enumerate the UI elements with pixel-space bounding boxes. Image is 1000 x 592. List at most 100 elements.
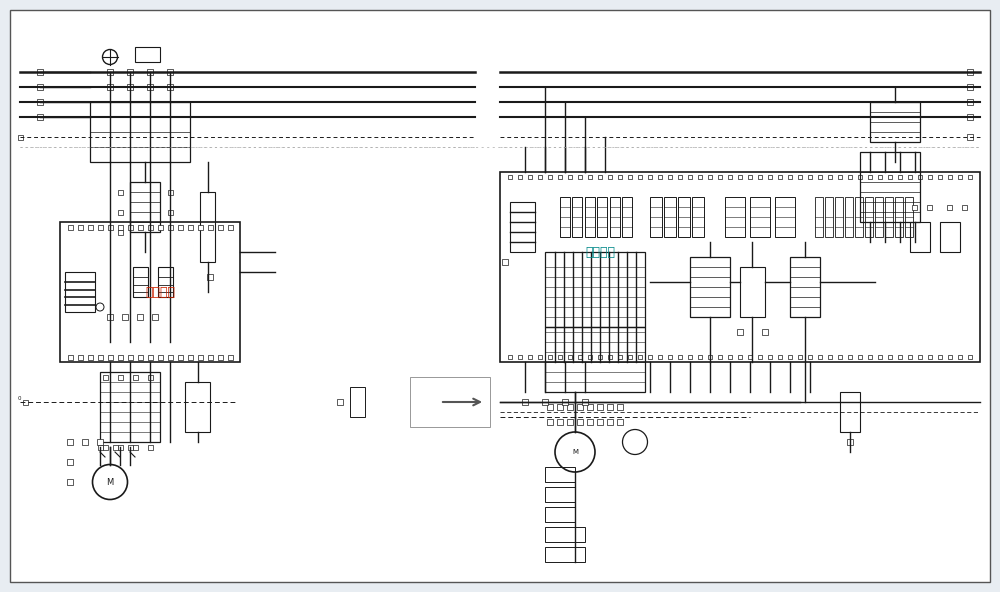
Bar — [158, 224, 163, 230]
Bar — [82, 439, 88, 445]
Bar — [23, 400, 28, 404]
Bar — [500, 172, 980, 362]
Bar — [668, 355, 672, 359]
Bar — [588, 175, 592, 179]
Bar — [738, 355, 742, 359]
Bar — [568, 175, 572, 179]
Bar — [108, 224, 113, 230]
Bar — [668, 175, 672, 179]
Bar — [558, 175, 562, 179]
Bar — [178, 355, 183, 359]
Bar — [967, 84, 973, 90]
Bar — [147, 84, 153, 90]
Bar — [798, 175, 802, 179]
Bar — [618, 175, 622, 179]
Text: M: M — [106, 478, 114, 487]
Bar — [135, 47, 160, 62]
Bar — [778, 355, 782, 359]
Bar — [967, 114, 973, 120]
Bar — [568, 355, 572, 359]
Bar — [938, 175, 942, 179]
Bar — [868, 355, 872, 359]
Bar — [698, 175, 702, 179]
Bar — [778, 175, 782, 179]
Bar — [938, 355, 942, 359]
Bar — [607, 419, 613, 425]
Bar — [502, 259, 508, 265]
Bar — [845, 197, 853, 237]
Bar — [775, 197, 795, 237]
Bar — [597, 197, 607, 237]
Bar — [148, 375, 153, 379]
Bar — [908, 355, 912, 359]
Bar — [557, 419, 563, 425]
Bar — [578, 355, 582, 359]
Bar — [608, 175, 612, 179]
Bar — [848, 355, 852, 359]
Bar — [948, 355, 952, 359]
Bar — [847, 439, 853, 445]
Bar — [688, 355, 692, 359]
Bar — [542, 399, 548, 405]
Bar — [228, 224, 233, 230]
Bar — [808, 175, 812, 179]
Bar — [758, 175, 762, 179]
Bar — [718, 355, 722, 359]
Bar — [208, 224, 213, 230]
Bar — [870, 102, 920, 142]
Bar — [828, 355, 832, 359]
Bar — [562, 399, 568, 405]
Bar — [137, 314, 143, 320]
Bar — [168, 210, 173, 214]
Bar — [350, 387, 365, 417]
Bar — [967, 134, 973, 140]
Bar — [133, 375, 138, 379]
Bar — [118, 355, 123, 359]
Bar — [788, 355, 792, 359]
Bar — [548, 355, 552, 359]
Bar — [597, 419, 603, 425]
Bar — [88, 224, 93, 230]
Bar — [940, 222, 960, 252]
Bar — [690, 257, 730, 317]
Bar — [118, 210, 123, 214]
Bar — [147, 69, 153, 75]
Bar — [848, 175, 852, 179]
Bar — [100, 372, 160, 442]
Bar — [738, 175, 742, 179]
Bar — [168, 224, 173, 230]
Bar — [878, 175, 882, 179]
Bar — [788, 175, 792, 179]
Bar — [518, 355, 522, 359]
Bar — [885, 197, 893, 237]
Bar — [528, 175, 532, 179]
Bar — [567, 419, 573, 425]
Bar — [37, 69, 43, 75]
Bar — [678, 175, 682, 179]
Bar — [98, 445, 103, 449]
Bar — [650, 197, 662, 237]
Bar — [218, 355, 223, 359]
Bar — [118, 230, 123, 234]
Bar — [858, 175, 862, 179]
Bar — [865, 197, 873, 237]
Bar — [158, 355, 163, 359]
Bar — [118, 224, 123, 230]
Bar — [878, 355, 882, 359]
Bar — [967, 69, 973, 75]
Bar — [638, 175, 642, 179]
Bar — [818, 175, 822, 179]
Bar — [838, 175, 842, 179]
Bar — [97, 439, 103, 445]
Bar — [958, 175, 962, 179]
Bar — [858, 355, 862, 359]
Bar — [113, 445, 118, 449]
Bar — [585, 197, 595, 237]
Bar — [825, 197, 833, 237]
Bar — [815, 197, 823, 237]
Bar — [108, 355, 113, 359]
Bar — [127, 69, 133, 75]
Bar — [908, 175, 912, 179]
Bar — [128, 224, 133, 230]
Bar — [617, 419, 623, 425]
